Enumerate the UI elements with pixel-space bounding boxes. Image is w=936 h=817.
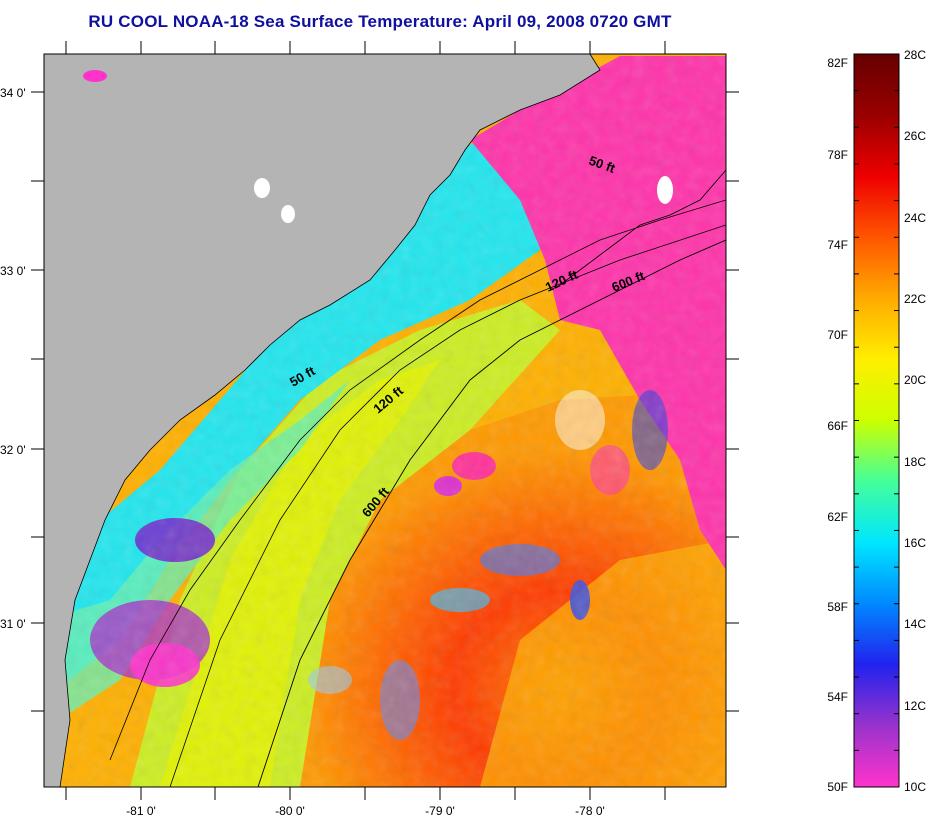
cold-patch bbox=[83, 70, 107, 82]
colorbar-f-label: 58F bbox=[827, 600, 848, 614]
cloud-patch bbox=[281, 205, 295, 223]
coastline bbox=[59, 54, 601, 787]
lon-label: -81 0' bbox=[126, 804, 156, 817]
colorbar-c-label: 10C bbox=[904, 780, 926, 794]
colorbar-c-label: 26C bbox=[904, 129, 926, 143]
colorbar-c-label: 12C bbox=[904, 699, 926, 713]
colorbar-f-label: 70F bbox=[827, 328, 848, 342]
map-title: RU COOL NOAA-18 Sea Surface Temperature:… bbox=[88, 12, 672, 31]
colorbar-c-label: 22C bbox=[904, 292, 926, 306]
colorbar-c-label: 14C bbox=[904, 617, 926, 631]
colorbar-f-label: 78F bbox=[827, 148, 848, 162]
colorbar-f-label: 62F bbox=[827, 510, 848, 524]
map-ticks bbox=[31, 41, 739, 800]
cloud-patch bbox=[657, 176, 673, 204]
colorbar-c-label: 28C bbox=[904, 48, 926, 62]
contour-50ft bbox=[109, 199, 726, 761]
colorbar-f-label: 54F bbox=[827, 690, 848, 704]
map-frame bbox=[43, 53, 727, 788]
land-mass bbox=[44, 54, 600, 787]
lat-label: 31 0' bbox=[0, 617, 26, 631]
colorbar-c-label: 24C bbox=[904, 211, 926, 225]
colorbar-c-label: 20C bbox=[904, 373, 926, 387]
lat-label: 33 0' bbox=[0, 264, 26, 278]
map-area: 50 ft 50 ft 120 ft 120 ft 600 ft 600 ft bbox=[44, 54, 726, 787]
colorbar-c-label: 18C bbox=[904, 455, 926, 469]
contour-600ft bbox=[257, 239, 726, 787]
colorbar-c-label: 16C bbox=[904, 536, 926, 550]
colorbar-f-label: 74F bbox=[827, 238, 848, 252]
colorbar-f-label: 82F bbox=[827, 56, 848, 70]
lon-label: -78 0' bbox=[575, 804, 605, 817]
colorbar-scale bbox=[853, 53, 900, 788]
lat-label: 32 0' bbox=[0, 443, 26, 457]
lat-label: 34 0' bbox=[0, 86, 26, 100]
colorbar-f-label: 50F bbox=[827, 780, 848, 794]
lon-label: -79 0' bbox=[425, 804, 455, 817]
lon-label: -80 0' bbox=[275, 804, 305, 817]
coastline-north bbox=[559, 169, 726, 286]
cloud-patch bbox=[254, 178, 270, 198]
colorbar-ticks bbox=[854, 53, 899, 788]
contour-120ft bbox=[169, 224, 726, 787]
colorbar-f-label: 66F bbox=[827, 419, 848, 433]
